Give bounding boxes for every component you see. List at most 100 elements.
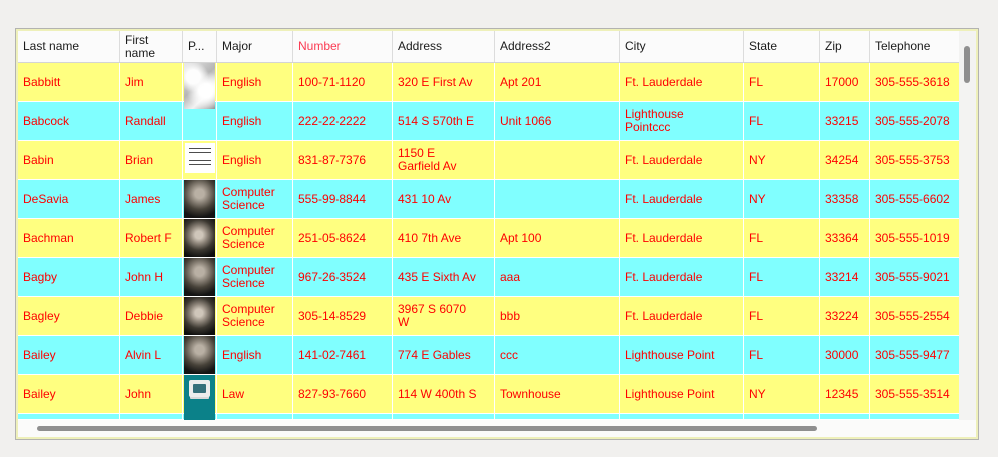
cell-address[interactable]: 774 E Gables bbox=[393, 336, 495, 374]
cell-address2[interactable]: Townhouse bbox=[495, 375, 620, 413]
header-photo[interactable]: P... bbox=[183, 31, 217, 62]
cell-address[interactable]: 435 E Sixth Av bbox=[393, 258, 495, 296]
cell-state[interactable]: FL bbox=[744, 336, 820, 374]
cell-state[interactable]: FL bbox=[744, 63, 820, 101]
cell-city[interactable]: Ft. Lauderdale bbox=[620, 180, 744, 218]
cell-address2[interactable]: Unit 1066 bbox=[495, 102, 620, 140]
cell-zip[interactable]: 30000 bbox=[820, 336, 870, 374]
cell-first-name[interactable]: Alvin L bbox=[120, 336, 183, 374]
cell-first-name[interactable]: Brian bbox=[120, 141, 183, 179]
horizontal-scrollbar[interactable] bbox=[18, 420, 976, 437]
cell-major[interactable]: Computer Science bbox=[217, 297, 293, 335]
cell-major[interactable]: English bbox=[217, 63, 293, 101]
header-zip[interactable]: Zip bbox=[820, 31, 870, 62]
cell-city[interactable]: Ft. Lauderdale bbox=[620, 258, 744, 296]
cell-address[interactable]: 431 10 Av bbox=[393, 180, 495, 218]
cell-first-name[interactable]: James bbox=[120, 180, 183, 218]
cell-major[interactable]: Computer Science bbox=[217, 219, 293, 257]
cell-zip[interactable]: 33214 bbox=[820, 258, 870, 296]
cell-first-name[interactable]: Robert F bbox=[120, 219, 183, 257]
cell-address2[interactable]: aaa bbox=[495, 258, 620, 296]
cell-number[interactable]: 222-22-2222 bbox=[293, 102, 393, 140]
cell-number[interactable]: 251-05-8624 bbox=[293, 219, 393, 257]
cell-state[interactable]: NY bbox=[744, 141, 820, 179]
horizontal-scrollbar-thumb[interactable] bbox=[37, 426, 817, 431]
cell-major[interactable]: Law bbox=[217, 375, 293, 413]
cell-address2[interactable] bbox=[495, 141, 620, 179]
cell-telephone[interactable]: 305-555-3753 bbox=[870, 141, 959, 179]
cell-state[interactable]: FL bbox=[744, 219, 820, 257]
cell-state[interactable] bbox=[744, 414, 820, 419]
cell-city[interactable]: Lighthouse Pointccc bbox=[620, 102, 744, 140]
cell-address2[interactable] bbox=[495, 414, 620, 419]
cell-telephone[interactable]: 305-555-9477 bbox=[870, 336, 959, 374]
cell-first-name[interactable]: Randall bbox=[120, 102, 183, 140]
cell-address[interactable]: 114 W 400th S bbox=[393, 375, 495, 413]
cell-first-name[interactable]: John H bbox=[120, 258, 183, 296]
cell-major[interactable]: English bbox=[217, 141, 293, 179]
cell-photo[interactable] bbox=[183, 336, 217, 374]
cell-zip[interactable]: 33215 bbox=[820, 102, 870, 140]
cell-last-name[interactable]: Babbitt bbox=[18, 63, 120, 101]
cell-first-name[interactable] bbox=[120, 414, 183, 419]
cell-telephone[interactable]: 305-555-3618 bbox=[870, 63, 959, 101]
cell-last-name[interactable]: Bagley bbox=[18, 297, 120, 335]
cell-state[interactable]: FL bbox=[744, 297, 820, 335]
cell-zip[interactable]: 33358 bbox=[820, 180, 870, 218]
cell-first-name[interactable]: Jim bbox=[120, 63, 183, 101]
cell-city[interactable]: Ft. Lauderdale bbox=[620, 63, 744, 101]
cell-city[interactable]: Ft. Lauderdale bbox=[620, 219, 744, 257]
cell-telephone[interactable] bbox=[870, 414, 959, 419]
cell-last-name[interactable]: DeSavia bbox=[18, 180, 120, 218]
cell-photo[interactable] bbox=[183, 297, 217, 335]
cell-telephone[interactable]: 305-555-6602 bbox=[870, 180, 959, 218]
cell-number[interactable]: 100-71-1120 bbox=[293, 63, 393, 101]
header-city[interactable]: City bbox=[620, 31, 744, 62]
header-major[interactable]: Major bbox=[217, 31, 293, 62]
cell-telephone[interactable]: 305-555-3514 bbox=[870, 375, 959, 413]
cell-city[interactable] bbox=[620, 414, 744, 419]
cell-last-name[interactable] bbox=[18, 414, 120, 419]
cell-photo[interactable] bbox=[183, 141, 217, 179]
cell-address2[interactable]: bbb bbox=[495, 297, 620, 335]
cell-number[interactable]: 967-26-3524 bbox=[293, 258, 393, 296]
header-last-name[interactable]: Last name bbox=[18, 31, 120, 62]
cell-major[interactable]: English bbox=[217, 102, 293, 140]
cell-first-name[interactable]: John bbox=[120, 375, 183, 413]
cell-address[interactable]: 1150 E Garfield Av bbox=[393, 141, 495, 179]
cell-telephone[interactable]: 305-555-2554 bbox=[870, 297, 959, 335]
cell-photo[interactable] bbox=[183, 219, 217, 257]
cell-zip[interactable]: 12345 bbox=[820, 375, 870, 413]
cell-zip[interactable]: 33224 bbox=[820, 297, 870, 335]
header-number[interactable]: Number bbox=[293, 31, 393, 62]
vertical-scrollbar-thumb[interactable] bbox=[964, 46, 970, 83]
cell-zip[interactable]: 33364 bbox=[820, 219, 870, 257]
header-address2[interactable]: Address2 bbox=[495, 31, 620, 62]
cell-address2[interactable]: Apt 201 bbox=[495, 63, 620, 101]
cell-last-name[interactable]: Babcock bbox=[18, 102, 120, 140]
cell-major[interactable]: English bbox=[217, 336, 293, 374]
cell-telephone[interactable]: 305-555-9021 bbox=[870, 258, 959, 296]
header-telephone[interactable]: Telephone bbox=[875, 39, 931, 53]
cell-photo[interactable] bbox=[183, 375, 217, 420]
cell-photo[interactable] bbox=[183, 63, 217, 109]
cell-state[interactable]: FL bbox=[744, 258, 820, 296]
cell-photo[interactable] bbox=[183, 180, 217, 218]
cell-number[interactable]: 831-87-7376 bbox=[293, 141, 393, 179]
cell-address[interactable]: 320 E First Av bbox=[393, 63, 495, 101]
cell-address[interactable]: 514 S 570th E bbox=[393, 102, 495, 140]
header-address[interactable]: Address bbox=[393, 31, 495, 62]
cell-last-name[interactable]: Bailey bbox=[18, 336, 120, 374]
header-first-name[interactable]: First name bbox=[120, 31, 183, 62]
cell-last-name[interactable]: Bachman bbox=[18, 219, 120, 257]
cell-number[interactable]: 141-02-7461 bbox=[293, 336, 393, 374]
cell-number[interactable]: 305-14-8529 bbox=[293, 297, 393, 335]
cell-address2[interactable] bbox=[495, 180, 620, 218]
header-state[interactable]: State bbox=[744, 31, 820, 62]
cell-state[interactable]: NY bbox=[744, 180, 820, 218]
cell-last-name[interactable]: Bagby bbox=[18, 258, 120, 296]
cell-last-name[interactable]: Bailey bbox=[18, 375, 120, 413]
cell-first-name[interactable]: Debbie bbox=[120, 297, 183, 335]
cell-zip[interactable]: 17000 bbox=[820, 63, 870, 101]
cell-address[interactable]: 410 7th Ave bbox=[393, 219, 495, 257]
